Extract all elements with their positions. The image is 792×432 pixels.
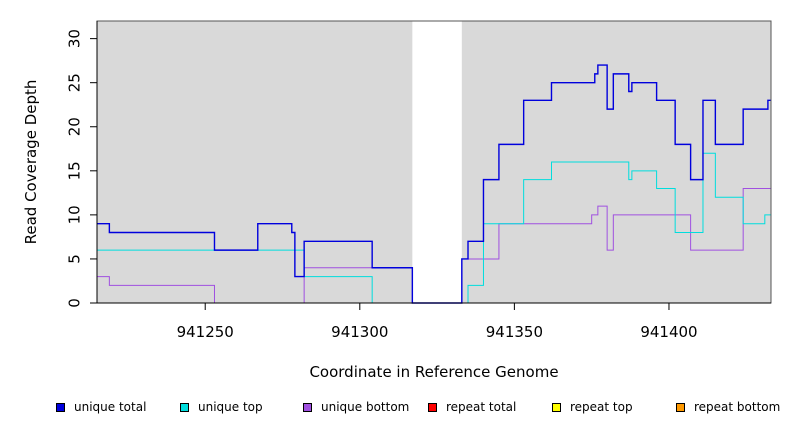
legend-item-unique-total: unique total [56,400,146,414]
x-axis: 941250 941300 941350 941400 [97,302,771,341]
legend-label: repeat bottom [694,400,781,414]
coverage-chart: 941250 941300 941350 941400 0 5 10 15 20 25 30 Co… [22,20,772,381]
y-tick-label: 0 [66,298,84,308]
x-tick-label: 941300 [331,323,388,341]
legend-label: unique bottom [321,400,410,414]
x-axis-title: Coordinate in Reference Genome [309,363,558,381]
legend-swatch [552,402,561,412]
x-tick-label: 941400 [640,323,697,341]
legend-item-repeat-top: repeat top [552,400,633,414]
y-tick-label: 30 [66,29,84,48]
x-tick-label: 941250 [177,323,234,341]
legend-label: repeat total [446,400,517,414]
legend-swatch [180,402,189,412]
legend-item-repeat-bottom: repeat bottom [676,400,780,414]
legend-label: unique total [74,400,147,414]
y-axis-title: Read Coverage Depth [22,80,40,245]
legend: unique total unique top unique bottom repea… [0,400,792,420]
legend-item-unique-bottom: unique bottom [303,400,409,414]
y-tick-label: 20 [66,117,84,136]
legend-item-repeat-total: repeat total [428,400,516,414]
legend-swatch [303,402,312,412]
legend-swatch [428,402,437,412]
x-tick-label: 941350 [486,323,543,341]
y-tick-label: 15 [66,161,84,180]
gap-regions [412,21,462,303]
series-line-unique-total [97,64,771,304]
y-tick-label: 25 [66,73,84,92]
gap-region-0 [412,21,462,303]
legend-item-unique-top: unique top [180,400,263,414]
legend-label: repeat top [570,400,633,414]
legend-swatch [56,402,65,412]
legend-swatch [676,402,685,412]
legend-label: unique top [198,400,263,414]
y-axis: 0 5 10 15 20 25 30 [66,21,98,308]
y-tick-label: 10 [66,205,84,224]
y-tick-label: 5 [66,254,84,264]
